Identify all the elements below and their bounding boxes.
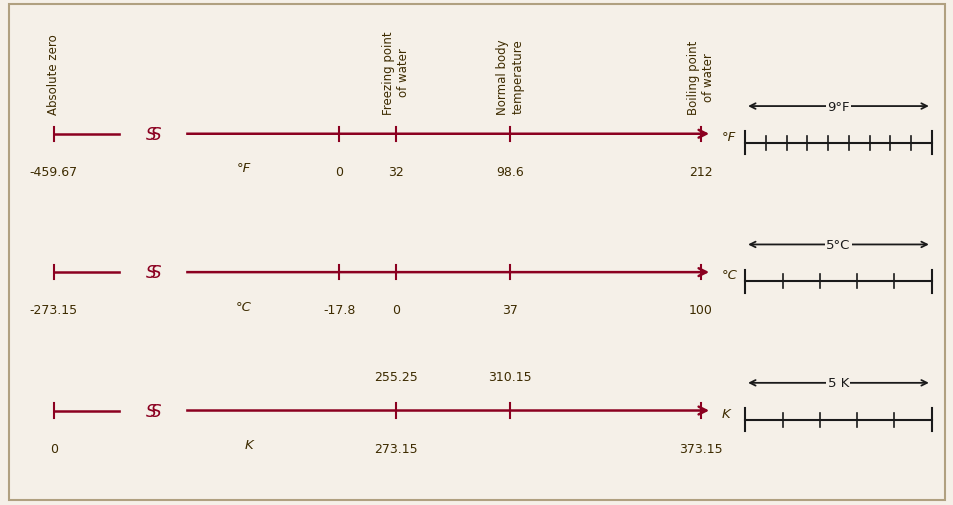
Text: $\mathit{S\!\!S}$: $\mathit{S\!\!S}$	[145, 126, 162, 143]
Text: 9°F: 9°F	[826, 100, 849, 113]
Text: $\mathit{S\!\!S}$: $\mathit{S\!\!S}$	[145, 264, 162, 282]
Text: -273.15: -273.15	[30, 304, 78, 317]
Text: 310.15: 310.15	[488, 370, 532, 383]
Text: 273.15: 273.15	[374, 442, 417, 455]
Text: K: K	[720, 407, 729, 420]
Text: Absolute zero: Absolute zero	[47, 34, 60, 115]
Text: Boiling point
of water: Boiling point of water	[686, 40, 714, 115]
Text: 0: 0	[50, 442, 57, 455]
Text: Freezing point
of water: Freezing point of water	[382, 31, 410, 115]
Text: -459.67: -459.67	[30, 166, 78, 179]
Text: 212: 212	[688, 166, 712, 179]
Text: K: K	[244, 438, 253, 451]
Text: °F: °F	[720, 130, 735, 143]
Text: °F: °F	[236, 162, 251, 175]
Text: °C: °C	[235, 300, 252, 313]
Text: °C: °C	[720, 269, 737, 282]
Text: 0: 0	[392, 304, 399, 317]
Text: -17.8: -17.8	[322, 304, 355, 317]
Text: $\mathit{S\!\!S}$: $\mathit{S\!\!S}$	[145, 401, 162, 420]
Text: 37: 37	[502, 304, 517, 317]
Text: 100: 100	[688, 304, 712, 317]
Text: Normal body
temperature: Normal body temperature	[496, 39, 524, 115]
Text: 5 K: 5 K	[827, 377, 848, 389]
Text: 32: 32	[388, 166, 404, 179]
Text: 255.25: 255.25	[374, 370, 417, 383]
Text: 373.15: 373.15	[678, 442, 721, 455]
Text: 98.6: 98.6	[496, 166, 523, 179]
Text: 5°C: 5°C	[825, 238, 850, 251]
Text: 0: 0	[335, 166, 343, 179]
